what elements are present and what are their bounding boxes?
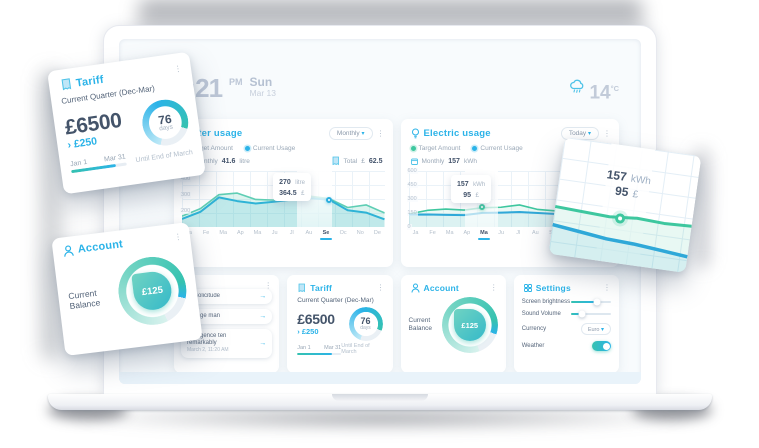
bottom-row: ⋮ se solicitude → change man → Indulg (174, 275, 619, 373)
arrow-right-icon: → (259, 340, 267, 347)
tariff-delta: › £250 (297, 327, 319, 336)
water-x-axis[interactable]: JaFeMaApMaJuJlAuSeOcNoDe (186, 230, 381, 240)
water-monthly-value: 41.6 (221, 157, 236, 165)
kebab-menu-icon[interactable]: ⋮ (603, 283, 611, 292)
receipt-icon (61, 78, 72, 91)
setting-row-volume: Sound Volume (522, 310, 611, 318)
radio-selected-icon (410, 145, 416, 151)
balance-value: £125 (453, 309, 486, 341)
water-tooltip: 270 litre 364.5 £ (273, 172, 311, 201)
chevron-down-icon: ▾ (361, 131, 365, 137)
water-info-row: Monthly 41.6 litre Total £ 62.5 (174, 154, 393, 168)
water-legend: Target Amount Current Usage (174, 144, 393, 154)
balance-value: £125 (131, 269, 174, 313)
floating-account-card: Account ⋮ Current Balance £125 (51, 222, 203, 356)
tariff-card-title: Tariff (310, 283, 333, 293)
setting-row-currency: Currency Euro ▾ (522, 323, 611, 335)
currency-dropdown[interactable]: Euro ▾ (580, 323, 611, 335)
balance-label: Current Balance (408, 317, 433, 332)
fragment-tooltip: 157 kWh 95 £ (605, 167, 652, 201)
quarter-progress-bar (297, 352, 342, 355)
radio-selected-icon (244, 145, 250, 151)
kebab-menu-icon[interactable]: ⋮ (173, 63, 183, 74)
electric-y-axis: 0 150 300 450 600 (406, 168, 418, 230)
kebab-menu-icon[interactable]: ⋮ (489, 283, 498, 292)
account-card-title: Account (77, 238, 124, 256)
balance-gauge: £125 (442, 297, 498, 353)
laptop-notch (332, 394, 428, 401)
settings-card-title: Settings (535, 283, 571, 293)
data-point-marker[interactable] (326, 196, 333, 203)
rain-cloud-icon (570, 79, 584, 93)
fragment-chart: 157 kWh 95 £ (548, 137, 701, 274)
chevron-down-icon: ▾ (587, 131, 591, 137)
weather-widget: 14°C (569, 79, 619, 102)
legend-current[interactable]: Current Usage (472, 145, 523, 152)
kebab-menu-icon[interactable]: ⋮ (376, 283, 385, 292)
receipt-icon (332, 156, 339, 166)
brightness-slider[interactable] (571, 298, 611, 306)
clock-date: Mar 13 (249, 88, 277, 98)
clock-day: Sun (249, 75, 273, 89)
water-y-axis: 200 300 400 (180, 176, 192, 214)
list-item[interactable]: se solicitude → (181, 289, 273, 304)
tariff-date-range: Jan 1 Mar 31 (297, 345, 342, 355)
account-card-title: Account (423, 283, 459, 293)
clock-meridiem: PM (229, 77, 243, 87)
data-point-marker[interactable] (479, 204, 486, 211)
water-card-title: Water usage (184, 128, 243, 139)
weather-toggle[interactable] (592, 341, 611, 351)
receipt-icon (298, 283, 306, 293)
electric-tooltip: 157 kWh 95 £ (451, 175, 492, 204)
dashboard-footer (119, 372, 641, 384)
account-card: Account ⋮ Current Balance £125 (400, 275, 506, 373)
lightbulb-icon (411, 128, 419, 139)
kebab-menu-icon[interactable]: ⋮ (376, 128, 385, 138)
floating-chart-fragment: 157 kWh 95 £ (548, 136, 702, 274)
volume-slider[interactable] (571, 310, 611, 318)
balance-label: Current Balance (67, 287, 101, 312)
electric-legend: Target Amount Current Usage (401, 144, 620, 154)
kebab-menu-icon[interactable]: ⋮ (603, 128, 611, 138)
days-progress-ring: 76 days (349, 307, 383, 341)
tariff-amount: £6500 (297, 311, 335, 327)
floating-tariff-card: Tariff ⋮ Current Quarter (Dec-Mar) £6500… (47, 51, 206, 195)
tariff-card: Tariff ⋮ Current Quarter (Dec-Mar) £6500… (287, 275, 393, 373)
water-usage-card: Water usage Monthly ▾ ⋮ Target Amount Cu… (174, 119, 393, 267)
list-item[interactable]: change man → (181, 309, 273, 324)
apps-grid-icon (523, 284, 532, 292)
tariff-note: Until End of March (135, 149, 194, 165)
tariff-card-title: Tariff (75, 73, 105, 90)
message-timestamp: March 2, 11:20 AM (187, 347, 229, 353)
electric-card-title: Electric usage (423, 128, 491, 139)
water-chart: 200 300 400 270 litre 364.5 £ (180, 171, 385, 227)
temperature: 14°C (589, 82, 619, 104)
arrow-right-icon: → (259, 293, 267, 300)
tariff-period: Current Quarter (Dec-Mar) (297, 297, 374, 304)
days-progress-ring: 76 days (139, 97, 191, 149)
radio-selected-icon (472, 145, 478, 151)
legend-current[interactable]: Current Usage (244, 145, 295, 152)
kebab-menu-icon[interactable]: ⋮ (264, 281, 273, 290)
setting-row-weather: Weather (522, 341, 611, 351)
setting-row-brightness: Screen brightness (522, 298, 611, 306)
dashboard-header: 2:21 PM Sun Mar 13 14°C (174, 75, 619, 111)
arrow-right-icon: → (259, 313, 267, 320)
settings-card: Settings ⋮ Screen brightness Sound Volum… (513, 275, 619, 373)
chevron-down-icon: ▾ (600, 326, 604, 333)
person-icon (64, 245, 74, 257)
water-filter-dropdown[interactable]: Monthly ▾ (328, 127, 373, 140)
tariff-note: Until End of March (341, 343, 370, 355)
balance-gauge: £125 (115, 253, 191, 329)
calendar-icon (410, 158, 418, 165)
person-icon (411, 283, 419, 293)
laptop-base (48, 394, 712, 410)
legend-target[interactable]: Target Amount (410, 145, 460, 152)
kebab-menu-icon[interactable]: ⋮ (173, 231, 183, 242)
